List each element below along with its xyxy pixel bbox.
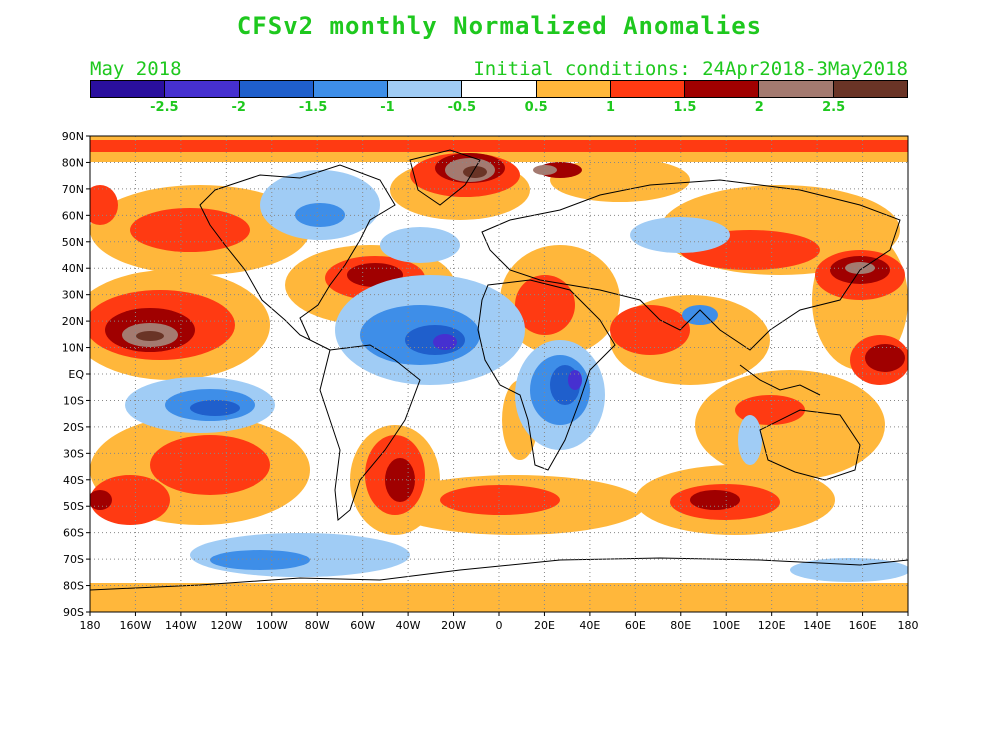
latitude-label: 50N [62,236,84,249]
latitude-label: 90S [63,606,84,619]
latitude-label: 70N [62,183,84,196]
longitude-label: 40E [579,619,600,632]
longitude-label: 80E [670,619,691,632]
colorbar-segment [165,81,240,97]
colorbar-segment [313,81,389,97]
latitude-label: 30N [62,289,84,302]
longitude-label: 100W [256,619,288,632]
longitude-label: 160W [120,619,152,632]
longitude-label: 120W [210,619,242,632]
longitude-label: 160E [849,619,877,632]
longitude-label: 140E [803,619,831,632]
latitude-label: 20N [62,315,84,328]
colorbar-tick-label: 2 [754,100,764,115]
initial-conditions: Initial conditions: 24Apr2018-3May2018 [473,58,908,80]
longitude-label: 140W [165,619,197,632]
colorbar-segment [91,81,166,97]
colorbar-tick-label: 1 [606,100,616,115]
colorbar-segment [239,81,314,97]
colorbar-segment [610,81,686,97]
latitude-label: 40N [62,262,84,275]
latitude-label: 40S [63,474,84,487]
latitude-label: 10S [63,394,84,407]
colorbar-tick-label: -1.5 [298,100,328,115]
latitude-label: 30S [63,447,84,460]
latitude-label: 50S [63,500,84,513]
longitude-label: 20W [441,619,466,632]
continent-outlines [90,149,908,591]
latitude-label: 60N [62,209,84,222]
colorbar [90,80,908,98]
colorbar-tick-label: -1 [380,100,395,115]
longitude-label: 0 [496,619,503,632]
colorbar-labels: -2.5 -2 -1.5 -1 -0.5 0.5 1 1.5 2 2.5 [90,100,908,118]
very-strong-cold-layer [433,334,582,390]
colorbar-tick-label: 1.5 [673,100,697,115]
colorbar-tick-label: 0.5 [524,100,548,115]
latitude-label: 60S [63,527,84,540]
colorbar-tick-label: -2 [231,100,246,115]
colorbar-segment [388,81,463,97]
longitude-label: 180 [898,619,919,632]
longitude-label: 80W [305,619,330,632]
longitude-labels: 180 160W 140W 120W 100W 80W 60W 40W 20W 0 20E 40E 60… [80,612,919,632]
forecast-period: May 2018 [90,58,182,80]
colorbar-tick-label: 2.5 [822,100,846,115]
longitude-label: 20E [534,619,555,632]
latitude-label: 80S [63,580,84,593]
latitude-label: 20S [63,421,84,434]
colorbar-segment [536,81,611,97]
colorbar-segment [759,81,834,97]
chart-title: CFSv2 monthly Normalized Anomalies [236,12,763,40]
longitude-label: 100E [712,619,740,632]
colorbar-segment [833,81,907,97]
latitude-label: EQ [68,368,84,381]
colorbar-tick-label: -0.5 [447,100,477,115]
longitude-label: 40W [396,619,421,632]
colorbar-tick-label: -2.5 [150,100,179,115]
latitude-labels: 90N 80N 70N 60N 50N 40N 30N 20N 10N EQ 10S 20S 30S 40… [62,130,90,619]
latitude-label: 10N [62,342,84,355]
latitude-label: 90N [62,130,84,143]
peak-warm-layer [136,166,487,341]
graticule [90,136,908,612]
longitude-label: 60E [625,619,646,632]
longitude-label: 60W [350,619,375,632]
longitude-label: 180 [80,619,101,632]
colorbar-segment [685,81,760,97]
latitude-label: 70S [63,553,84,566]
colorbar-segment [462,81,537,97]
longitude-label: 120E [758,619,786,632]
map-field [90,136,908,612]
latitude-label: 80N [62,156,84,169]
